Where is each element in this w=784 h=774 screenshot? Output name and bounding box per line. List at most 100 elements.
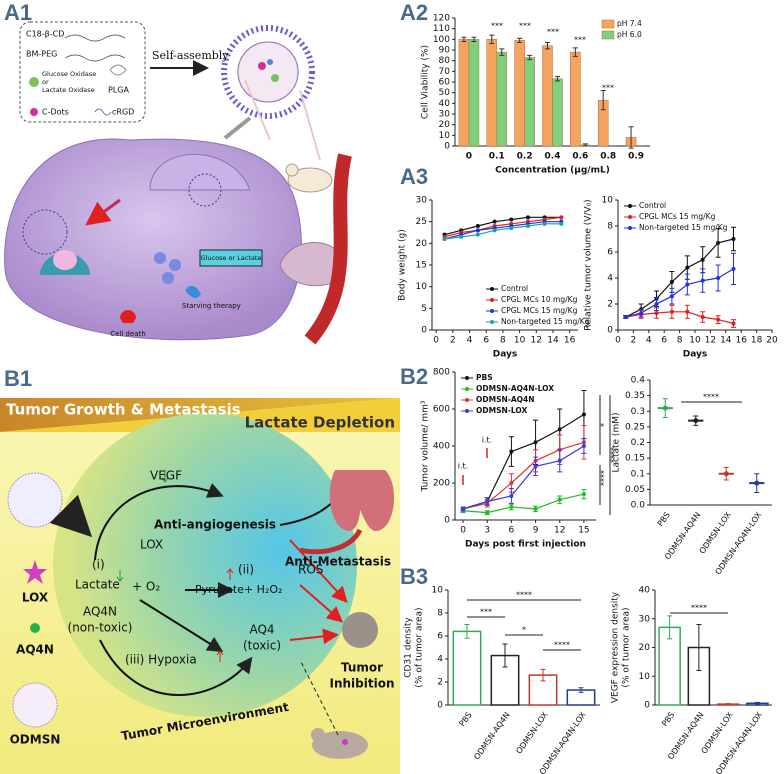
y-tick-label: 90: [439, 46, 451, 56]
error-bar: [754, 473, 760, 493]
diagram-label: Lactate: [75, 578, 120, 592]
series-marker: [559, 215, 564, 220]
bar: [542, 45, 553, 147]
x-tick-label: 18: [751, 336, 763, 346]
legend-label: CPGL MCs 10 mg/Kg: [501, 295, 578, 304]
series-marker: [669, 309, 674, 314]
x-tick-label: ODMSN-AQ4N: [472, 710, 511, 761]
diagram-label: Lactate Oxidase: [42, 86, 95, 94]
series-marker: [475, 228, 480, 233]
series-marker: [700, 315, 705, 319]
y-tick-label: 20: [439, 120, 451, 130]
error-bar: [578, 687, 584, 693]
y-axis-label: Body weight (g): [398, 229, 408, 301]
diagram-label: VEGF: [150, 469, 182, 483]
error-bar: [667, 615, 673, 640]
legend-label: CPGL MCs 15 mg/Kg: [501, 306, 578, 315]
panel-label: B1: [4, 366, 32, 391]
x-tick-label: 16: [735, 336, 747, 346]
a1-diagram: [162, 272, 174, 284]
series-marker: [559, 221, 564, 226]
series-marker: [492, 228, 497, 233]
diagram-label: Starving therapy: [182, 302, 241, 310]
diagram-label: Tumor: [341, 661, 383, 675]
series-marker: [623, 315, 628, 319]
header-text: Lactate Depletion: [245, 414, 395, 432]
x-tick-label: 0: [433, 336, 439, 346]
header-text: Tumor Growth & Metastasis: [6, 401, 241, 419]
y-axis-label: (% of tumor area): [415, 607, 425, 687]
x-tick-label: ODMSN-LOX: [698, 510, 734, 556]
annotation: ***: [602, 84, 614, 93]
error-bar: [600, 90, 606, 111]
y-tick-label: 0: [444, 516, 450, 526]
series-marker: [485, 510, 490, 515]
y-tick-label: 0.25: [625, 422, 645, 432]
legend-label: ODMSN-LOX: [476, 406, 527, 415]
y-tick-label: 0.4: [631, 376, 646, 386]
b1-diagram: [289, 628, 339, 645]
legend-label: PBS: [476, 373, 493, 382]
bar: [524, 57, 535, 147]
annotation: ****: [703, 393, 719, 402]
a1-diagram: [267, 59, 273, 65]
y-tick-label: 20: [639, 643, 651, 653]
b1-diagram: [49, 494, 93, 538]
x-axis-label: Days post first injection: [465, 540, 586, 550]
series-marker: [492, 219, 497, 224]
legend-swatch: [601, 30, 615, 40]
error-bar: [464, 624, 470, 639]
error-bar: [499, 48, 505, 56]
y-tick-label: 2: [607, 300, 613, 310]
series-marker: [669, 294, 674, 299]
y-tick-label: 200: [433, 479, 450, 489]
x-tick-label: 6: [483, 336, 489, 346]
series-marker: [581, 412, 586, 417]
error-bar: [527, 54, 533, 61]
diagram-label: cRGD: [112, 108, 134, 117]
error-bar: [555, 76, 561, 82]
x-tick-label: 0.4: [545, 152, 561, 162]
series-marker: [461, 506, 466, 511]
a1-diagram: [185, 285, 201, 299]
series-marker: [509, 505, 514, 510]
a1-diagram: [53, 250, 77, 270]
x-tick-label: 0: [615, 336, 621, 346]
error-bar: [502, 643, 508, 668]
diagram-label: Self-assembly: [152, 49, 229, 62]
y-tick-label: 30: [639, 614, 651, 624]
bar: [468, 39, 480, 147]
b1-diagram: [23, 560, 47, 584]
x-tick-label: 12: [705, 336, 716, 346]
y-tick-label: 0.3: [631, 407, 645, 417]
x-tick-label: 0.9: [628, 152, 644, 162]
diagram-label: PLGA: [108, 86, 129, 95]
diagram-label: AQ4: [249, 623, 274, 637]
error-bar: [544, 42, 550, 50]
series-marker: [716, 240, 721, 245]
y-tick-label: 25: [416, 217, 427, 227]
series-marker: [669, 279, 674, 284]
diagram-label: AQ4N: [83, 605, 117, 619]
x-tick-label: 9: [533, 526, 539, 536]
b1-diagram: [311, 728, 325, 742]
panel-label: B2: [400, 364, 428, 389]
error-bar: [540, 668, 546, 682]
series-marker: [475, 224, 480, 228]
x-tick-label: 12: [531, 336, 542, 346]
a1-diagram: [188, 173, 222, 207]
x-tick-label: 14: [720, 336, 732, 346]
series-marker: [485, 499, 490, 504]
series-marker: [700, 257, 705, 262]
error-bar: [517, 37, 523, 44]
b1-diagram: [342, 612, 378, 648]
x-axis-label: Concentration (μg/mL): [495, 166, 610, 176]
annotation: ****: [554, 641, 570, 650]
y-tick-label: 10: [602, 196, 614, 206]
x-tick-label: 8: [677, 336, 683, 346]
series-marker: [509, 226, 514, 231]
legend-label: LOX: [22, 591, 49, 605]
series-marker: [557, 458, 562, 463]
diagram-label: + O₂: [132, 580, 160, 594]
y-tick-label: 100: [433, 35, 450, 45]
